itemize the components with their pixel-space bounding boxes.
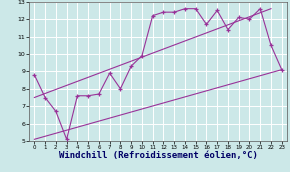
X-axis label: Windchill (Refroidissement éolien,°C): Windchill (Refroidissement éolien,°C) <box>59 151 258 160</box>
